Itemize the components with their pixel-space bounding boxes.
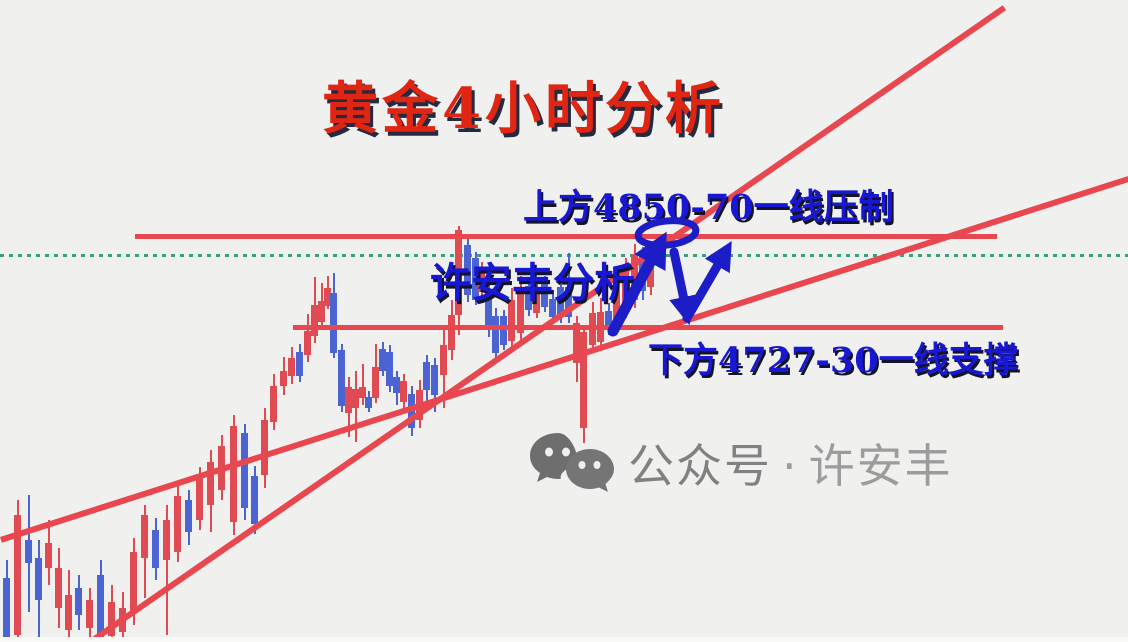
- dotted-reference-line: [0, 254, 1128, 257]
- wechat-icon: [530, 433, 614, 492]
- candle-body: [580, 332, 587, 428]
- candle-body: [423, 362, 430, 390]
- candle-body: [573, 323, 580, 363]
- candle-body: [400, 381, 407, 402]
- candle-body: [163, 520, 170, 560]
- candle-body: [86, 600, 93, 628]
- candle-body: [541, 283, 548, 307]
- candle-body: [174, 496, 181, 552]
- candle-body: [485, 292, 492, 330]
- support-annotation: 下方4727-30一线支撑: [648, 340, 1019, 381]
- candle-body: [557, 287, 564, 317]
- candle-body: [492, 316, 499, 353]
- candle-body: [393, 377, 400, 393]
- candle-body: [478, 270, 485, 292]
- candle-body: [365, 397, 372, 408]
- watermark-account: 许安丰: [808, 439, 953, 493]
- candle-body: [65, 595, 72, 630]
- candle-body: [311, 305, 318, 336]
- candle-body: [230, 426, 237, 522]
- candle-body: [647, 262, 654, 287]
- candle-body: [3, 578, 10, 642]
- candle-body: [152, 530, 159, 568]
- candle-body: [345, 387, 352, 413]
- candle-body: [45, 543, 52, 568]
- rally-to-resistance-arrow: [607, 231, 667, 337]
- candle-body: [251, 476, 258, 524]
- candle-body: [613, 280, 620, 322]
- candle-body: [464, 245, 471, 295]
- candle-body: [605, 311, 612, 328]
- candle-body: [565, 287, 572, 317]
- support-4727-30: [293, 325, 1003, 330]
- candle-body: [352, 389, 359, 408]
- candle-body: [472, 258, 479, 300]
- watermark-separator: ·: [782, 439, 799, 493]
- candle-body: [185, 500, 192, 532]
- bottom-edge-strip: [0, 637, 1128, 642]
- candle-body: [25, 540, 32, 563]
- candle-body: [304, 331, 311, 355]
- resistance-annotation: 上方4850-70一线压制: [523, 187, 894, 228]
- candle-body: [517, 294, 524, 333]
- candle-body: [270, 386, 277, 422]
- candle-body: [455, 230, 462, 315]
- candle-body: [622, 268, 629, 310]
- resistance-4850-70: [135, 234, 997, 239]
- reject-down-arrow: [669, 247, 698, 326]
- candle-body: [14, 515, 21, 635]
- candle-wick: [165, 505, 168, 635]
- candle-body: [97, 575, 104, 638]
- candle-body: [241, 433, 248, 508]
- candle-body: [196, 478, 203, 520]
- bounce-up-arrow: [682, 241, 732, 323]
- candle-body: [288, 358, 295, 376]
- watermark-text: 公众号 · 许安丰: [628, 430, 953, 496]
- candle-body: [525, 286, 532, 310]
- candle-body: [379, 349, 386, 371]
- candle-body: [500, 316, 507, 345]
- candle-body: [631, 254, 638, 300]
- candle-body: [261, 420, 268, 475]
- candle-body: [108, 602, 115, 636]
- candle-body: [440, 345, 447, 375]
- analyst-annotation: 许安丰分析: [430, 259, 635, 307]
- wechat-watermark: 公众号 · 许安丰: [528, 430, 953, 496]
- candle-body: [448, 315, 455, 350]
- candle-body: [318, 301, 325, 322]
- candle-body: [324, 288, 331, 306]
- candle-body: [533, 288, 540, 313]
- candle-body: [330, 293, 337, 353]
- candle-body: [372, 367, 379, 398]
- candle-body: [141, 515, 148, 558]
- candle-body: [431, 365, 438, 395]
- candle-wick: [361, 364, 364, 405]
- page-title: 黄金4小时分析: [322, 76, 725, 142]
- candle-body: [508, 300, 515, 341]
- candle-body: [55, 568, 62, 608]
- candle-body: [35, 558, 42, 600]
- candle-body: [338, 350, 345, 406]
- watermark-platform: 公众号: [628, 439, 772, 493]
- candle-body: [549, 299, 556, 317]
- candle-body: [75, 588, 82, 615]
- candle-body: [359, 387, 366, 398]
- candle-body: [280, 371, 287, 386]
- candle-body: [386, 352, 393, 386]
- candle-body: [207, 462, 214, 505]
- drawn-ellipse: [634, 217, 700, 249]
- candle-body: [296, 352, 303, 376]
- candle-body: [130, 552, 137, 612]
